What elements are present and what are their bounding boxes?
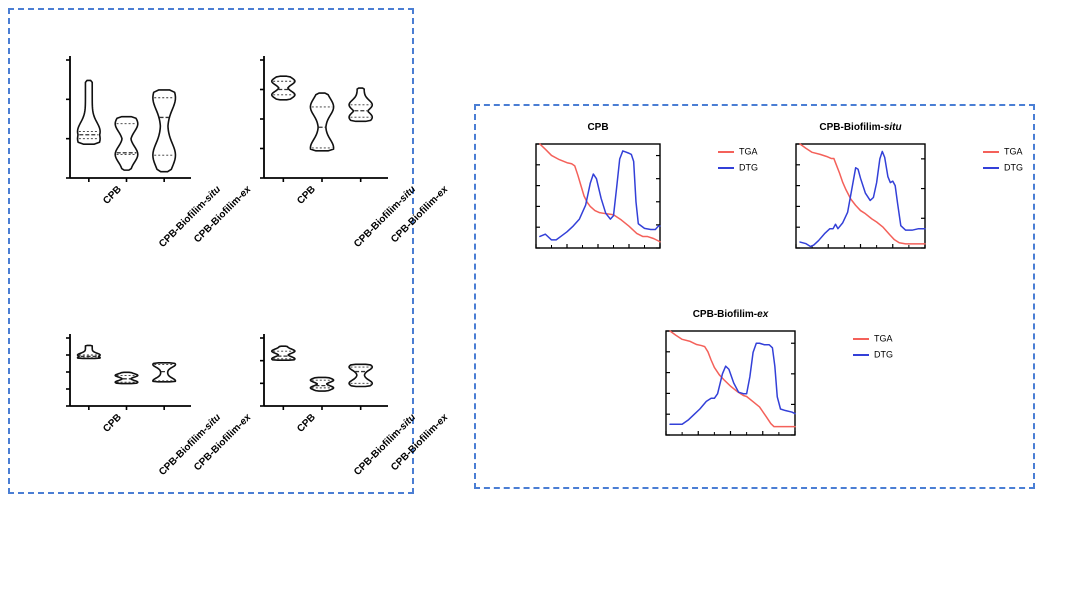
violin-panel-c: CPB CPB-Biofilim-situ CPB-Biofilim-ex [28, 316, 254, 478]
legend-swatch-dtg [983, 166, 999, 169]
legend-label: DTG [1004, 162, 1023, 173]
violin-panel-d: CPB CPB-Biofilim-situ CPB-Biofilim-ex [222, 316, 450, 478]
violin-plot-area [260, 56, 388, 182]
legend-label: TGA [739, 146, 758, 157]
legend-swatch-dtg [853, 353, 869, 356]
legend-swatch-tga [853, 337, 869, 340]
legend-label: TGA [874, 333, 893, 344]
violin-panel-b: CPB CPB-Biofilim-situ CPB-Biofilim-ex [222, 38, 450, 250]
violin-plot-area [66, 334, 191, 410]
legend-item-dtg: DTG [853, 349, 893, 360]
legend-item-tga: TGA [853, 333, 893, 344]
violin-panel-a: CPB CPB-Biofilim-situ CPB-Biofilim-ex [28, 38, 254, 250]
legend-item-dtg: DTG [718, 162, 758, 173]
series-line-tga [799, 143, 926, 245]
legend-swatch-tga [983, 150, 999, 153]
tga-panel-group-box [474, 104, 1035, 489]
legend-item-dtg: DTG [983, 162, 1023, 173]
violin-plot-area [66, 56, 191, 182]
legend-swatch-tga [718, 150, 734, 153]
series-line-tga [669, 330, 796, 428]
tga-panel-c: CPB-Biofilim-ex TGA DTG [626, 305, 893, 475]
violin-panel-group-box [8, 8, 414, 494]
tga-panel-a: CPB TGA DTG [496, 118, 758, 288]
legend-swatch-dtg [718, 166, 734, 169]
chart-title: CPB-Biofilim-ex [692, 309, 769, 320]
violin-plot-area [260, 334, 388, 410]
tga-plot-area [795, 143, 926, 249]
tga-plot-area [665, 330, 796, 436]
legend-label: TGA [1004, 146, 1023, 157]
tga-panel-b: CPB-Biofilim-situ TGA DTG [756, 118, 1023, 288]
legend-label: DTG [739, 162, 758, 173]
series-line-dtg [799, 150, 926, 248]
series-line-dtg [669, 342, 796, 426]
legend-item-tga: TGA [718, 146, 758, 157]
series-line-dtg [539, 150, 661, 241]
chart-title: CPB-Biofilim-situ [819, 122, 902, 133]
series-line-tga [539, 143, 661, 243]
chart-title: CPB [587, 122, 609, 133]
legend-label: DTG [874, 349, 893, 360]
tga-plot-area [535, 143, 661, 249]
legend-item-tga: TGA [983, 146, 1023, 157]
